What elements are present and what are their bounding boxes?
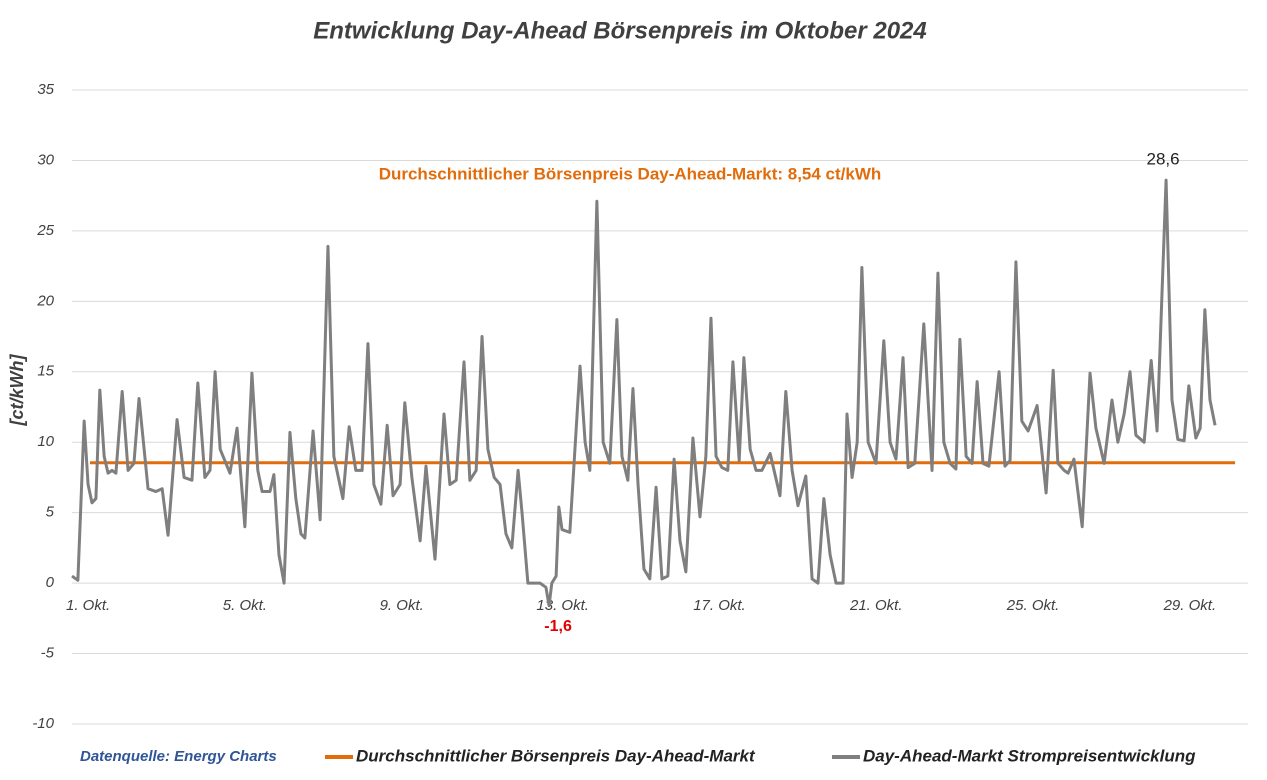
y-tick-label: 20 bbox=[36, 292, 54, 309]
legend-label: Durchschnittlicher Börsenpreis Day-Ahead… bbox=[356, 746, 756, 765]
min-annotation: -1,6 bbox=[544, 618, 572, 635]
average-annotation: Durchschnittlicher Börsenpreis Day-Ahead… bbox=[379, 164, 882, 183]
y-tick-label: 15 bbox=[37, 363, 54, 380]
legend-label: Day-Ahead-Markt Strompreisentwicklung bbox=[863, 746, 1196, 765]
x-tick-label: 13. Okt. bbox=[536, 597, 589, 614]
y-tick-label: 25 bbox=[36, 222, 54, 239]
x-tick-label: 1. Okt. bbox=[66, 597, 110, 614]
y-tick-label: -5 bbox=[41, 645, 55, 662]
x-tick-label: 9. Okt. bbox=[380, 597, 424, 614]
x-tick-label: 5. Okt. bbox=[223, 597, 267, 614]
x-tick-label: 25. Okt. bbox=[1006, 597, 1060, 614]
price-line bbox=[71, 178, 1217, 608]
y-tick-label: 5 bbox=[46, 504, 55, 521]
x-tick-label: 17. Okt. bbox=[693, 597, 746, 614]
x-tick-label: 21. Okt. bbox=[849, 597, 903, 614]
y-tick-label: 30 bbox=[37, 151, 54, 168]
chart-title: Entwicklung Day-Ahead Börsenpreis im Okt… bbox=[313, 17, 927, 44]
y-axis-label: [ct/kWh] bbox=[7, 354, 27, 427]
y-tick-label: 10 bbox=[37, 433, 54, 450]
x-tick-label: 29. Okt. bbox=[1163, 597, 1217, 614]
y-tick-label: -10 bbox=[32, 715, 54, 732]
max-annotation: 28,6 bbox=[1147, 150, 1180, 169]
source-note: Datenquelle: Energy Charts bbox=[80, 748, 277, 765]
y-tick-label: 35 bbox=[37, 81, 54, 98]
y-tick-label: 0 bbox=[46, 574, 55, 591]
